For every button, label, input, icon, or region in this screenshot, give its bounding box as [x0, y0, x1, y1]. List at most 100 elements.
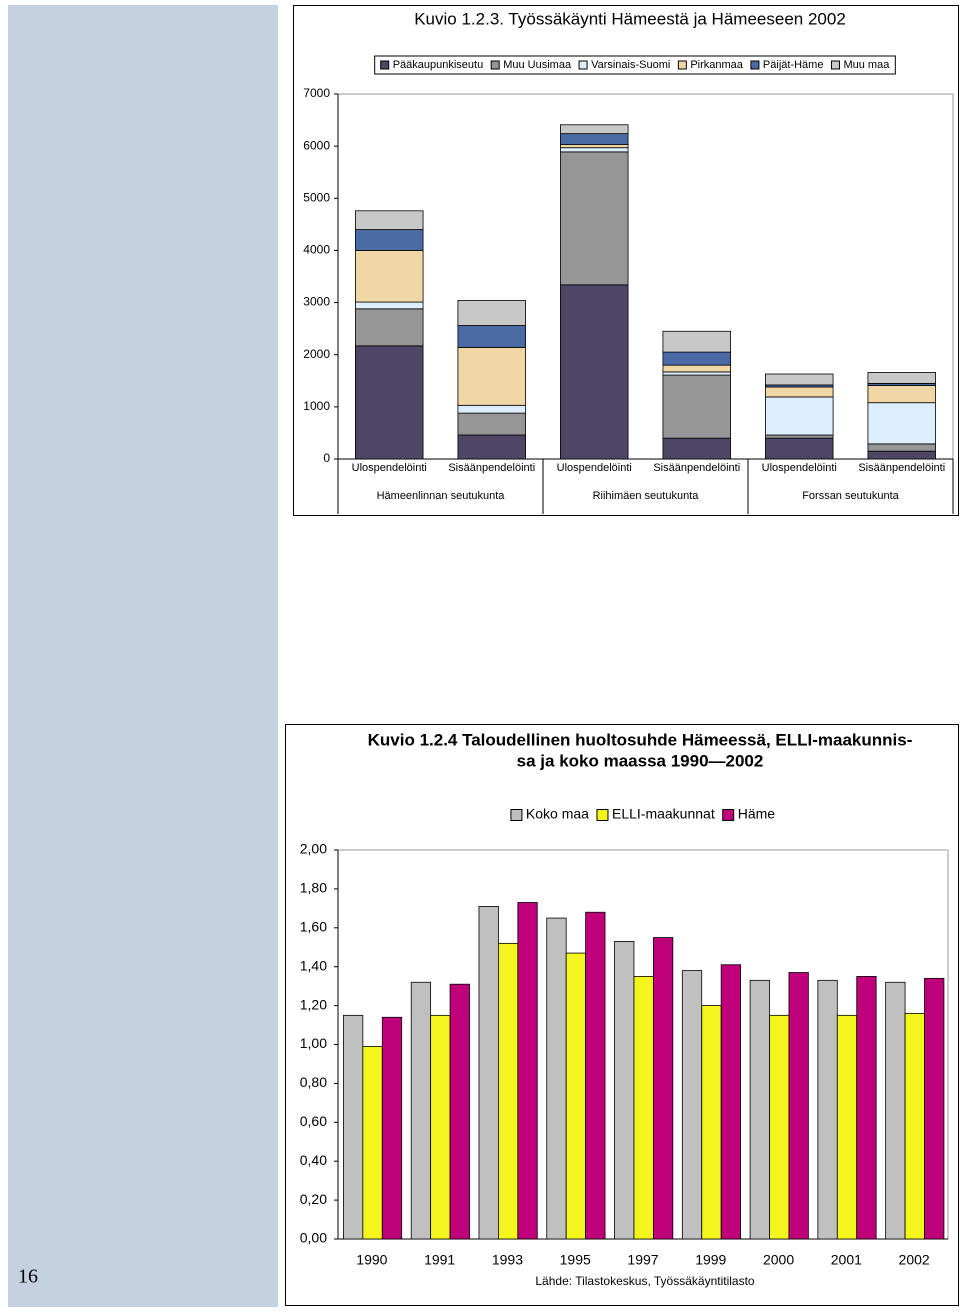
bar	[769, 1014, 790, 1240]
chart-title: Kuvio 1.2.4 Taloudellinen huoltosuhde Hä…	[368, 730, 913, 749]
bar	[381, 1016, 403, 1240]
bar-segment	[457, 412, 526, 436]
bar	[449, 983, 470, 1240]
bar	[614, 941, 635, 1240]
bar-segment	[662, 330, 731, 353]
x-tick-label: 2000	[763, 1252, 794, 1268]
bar	[585, 911, 606, 1240]
bar-segment	[765, 386, 834, 398]
legend-label: Varsinais-Suomi	[591, 59, 670, 71]
bar-segment	[355, 210, 424, 230]
x-tick-label: Sisäänpendelöinti	[858, 462, 945, 474]
bar-segment	[355, 345, 424, 460]
bar	[924, 977, 945, 1240]
y-tick-label: 1,20	[300, 996, 327, 1012]
chart-title: sa ja koko maassa 1990—2002	[517, 751, 764, 770]
bar-segment	[457, 434, 526, 460]
legend: Koko maa ELLI-maakunnat Häme	[510, 806, 775, 822]
bar	[788, 972, 809, 1240]
legend-label: Pirkanmaa	[690, 59, 743, 71]
bar-segment	[560, 284, 629, 460]
bar-segment	[765, 373, 834, 386]
bar	[362, 1046, 383, 1240]
bar	[817, 979, 838, 1240]
bar-segment	[765, 396, 834, 436]
y-tick-label: 0	[323, 451, 330, 465]
bar	[410, 981, 432, 1240]
y-tick-label: 2000	[303, 347, 330, 361]
y-tick-label: 1,40	[300, 957, 327, 973]
x-tick-label: 2001	[831, 1252, 862, 1268]
x-tick-label: Ulospendelöinti	[762, 462, 837, 474]
bar	[856, 976, 877, 1240]
group-label: Hämeenlinnan seutukunta	[377, 490, 506, 502]
x-tick-label: 1995	[560, 1252, 591, 1268]
x-tick-label: Ulospendelöinti	[352, 462, 427, 474]
y-tick-label: 0,80	[300, 1074, 327, 1090]
legend-swatch	[830, 60, 840, 70]
bar	[652, 937, 674, 1240]
chart-title: Kuvio 1.2.3. Työssäkäynti Hämeestä ja Hä…	[414, 9, 846, 28]
x-tick-label: 1990	[356, 1252, 387, 1268]
y-tick-label: 0,20	[300, 1191, 327, 1207]
x-tick-label: Sisäänpendelöinti	[653, 462, 740, 474]
legend-label: Koko maa	[526, 806, 589, 822]
bar-segment	[457, 300, 526, 326]
bar-segment	[457, 404, 526, 414]
x-tick-label: 2002	[899, 1252, 930, 1268]
legend-frame	[374, 55, 896, 75]
x-tick-label: Ulospendelöinti	[557, 462, 632, 474]
bar	[517, 902, 538, 1240]
bar	[478, 906, 499, 1240]
y-tick-label: 7000	[303, 86, 330, 100]
y-tick-label: 3000	[303, 295, 330, 309]
legend-label: Muu Uusimaa	[503, 59, 572, 71]
side-strip	[8, 5, 278, 1307]
legend-swatch	[578, 60, 588, 70]
legend-label: Pääkaupunkiseutu	[393, 59, 484, 71]
legend-swatch	[490, 60, 500, 70]
bar-segment	[355, 308, 424, 347]
bar-segment	[560, 144, 629, 149]
bar	[565, 952, 587, 1240]
y-tick-label: 2,00	[300, 841, 327, 857]
y-tick-label: 6000	[303, 138, 330, 152]
bar	[498, 942, 519, 1240]
y-tick-label: 5000	[303, 190, 330, 204]
bar-segment	[560, 151, 629, 286]
y-tick-label: 4000	[303, 243, 330, 257]
bar-segment	[662, 364, 731, 373]
legend: Pääkaupunkiseutu Muu Uusimaa Varsinais-Suo…	[380, 59, 890, 71]
bar-segment	[662, 371, 731, 376]
bar-segment	[457, 325, 526, 348]
group-label: Forssan seutukunta	[802, 490, 899, 502]
bar-segment	[457, 347, 526, 406]
page-number: 16	[18, 1266, 38, 1288]
bar-segment	[765, 437, 834, 460]
y-tick-label: 0,00	[300, 1230, 327, 1246]
legend-swatch	[380, 60, 390, 70]
y-tick-label: 0,60	[300, 1113, 327, 1129]
y-tick-label: 0,40	[300, 1152, 327, 1168]
bar-segment	[355, 250, 424, 303]
y-tick-label: 1000	[303, 399, 330, 413]
bar-segment	[560, 124, 629, 135]
bar	[836, 1014, 858, 1240]
bar-segment	[867, 450, 936, 460]
bar	[885, 981, 906, 1240]
x-tick-label: Sisäänpendelöinti	[448, 462, 535, 474]
x-tick-label: 1997	[627, 1252, 658, 1268]
bar	[904, 1012, 925, 1240]
x-tick-label: 1999	[695, 1252, 726, 1268]
bar-segment	[662, 351, 731, 366]
legend-label: Muu maa	[843, 59, 890, 71]
bar-segment	[867, 443, 936, 452]
bar	[546, 917, 567, 1240]
bar	[681, 970, 703, 1240]
source-note: Lähde: Tilastokeskus, Työssäkäyntitilast…	[535, 1274, 755, 1288]
bar	[720, 964, 741, 1240]
y-tick-label: 1,60	[300, 919, 327, 935]
bar-segment	[867, 372, 936, 384]
bar-segment	[765, 434, 834, 439]
